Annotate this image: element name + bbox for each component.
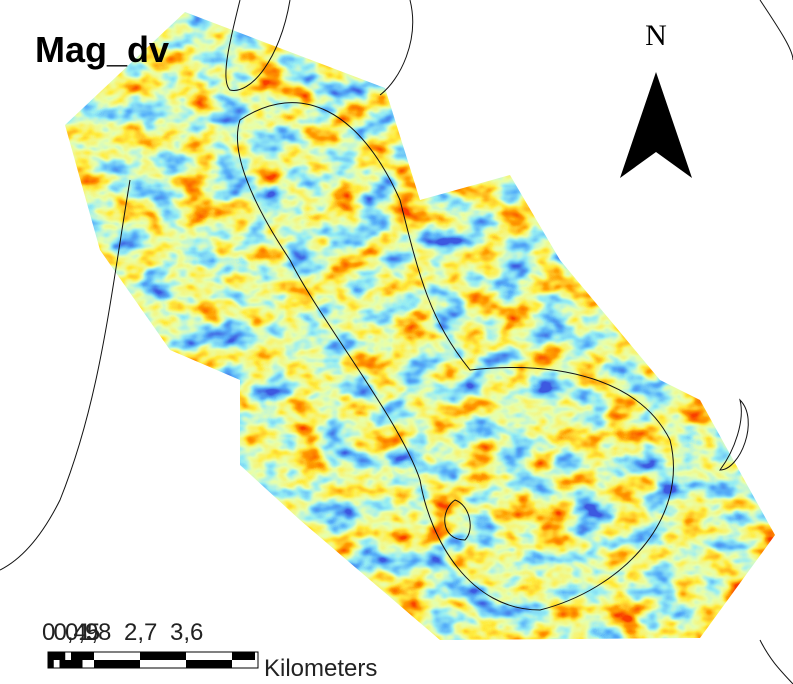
map-view: Mag_dv N 00,450,91,82,73,6Kilometers xyxy=(0,0,793,684)
scale-bar-segment xyxy=(60,652,66,660)
scale-bar-segment xyxy=(71,652,94,660)
scale-bar-segment xyxy=(48,660,54,668)
scale-bar-segment xyxy=(60,660,72,668)
scale-bar-label: 1,8 xyxy=(78,619,111,646)
map-title: Mag_dv xyxy=(35,29,169,70)
scale-bar-segment xyxy=(94,660,140,668)
scale-bar-label: 2,7 xyxy=(124,619,157,646)
scale-bar-unit: Kilometers xyxy=(264,655,377,682)
north-label: N xyxy=(645,19,667,52)
map: Mag_dv N 00,450,91,82,73,6Kilometers xyxy=(0,0,793,684)
scale-bar-label: 3,6 xyxy=(170,619,203,646)
scale-bar-segment xyxy=(186,660,232,668)
scale-bar-segment xyxy=(232,652,255,660)
scale-bar-segment xyxy=(140,652,186,660)
scale-bar-segment xyxy=(71,660,83,668)
scale-bar-segment xyxy=(48,652,60,660)
